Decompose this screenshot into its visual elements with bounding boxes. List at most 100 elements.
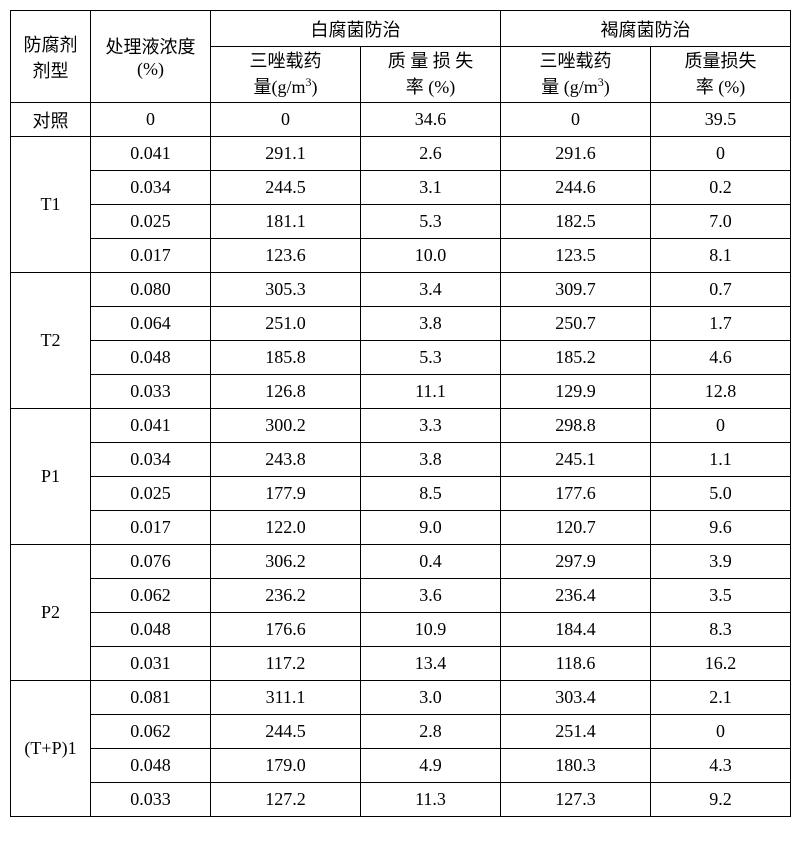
cell-w_load: 300.2 [211,409,361,443]
group-label: T2 [11,273,91,409]
table-row: 0.025177.98.5177.65.0 [11,477,791,511]
cell-b_loss: 4.6 [651,341,791,375]
cell-w_load: 179.0 [211,749,361,783]
cell-b_loss: 1.1 [651,443,791,477]
group-label: T1 [11,137,91,273]
cell-b_load: 250.7 [501,307,651,341]
cell-w_load: 185.8 [211,341,361,375]
cell-w_loss: 3.0 [361,681,501,715]
table-row: 0.048179.04.9180.34.3 [11,749,791,783]
cell-conc: 0.033 [91,783,211,817]
cell-conc: 0.034 [91,171,211,205]
group-label: (T+P)1 [11,681,91,817]
table-row: 0.034244.53.1244.60.2 [11,171,791,205]
cell-conc: 0.048 [91,613,211,647]
cell-w_loss: 8.5 [361,477,501,511]
cell-w_loss: 3.1 [361,171,501,205]
header-white-group: 白腐菌防治 [211,11,501,47]
cell-conc: 0.017 [91,511,211,545]
cell-b_load: 120.7 [501,511,651,545]
cell-b_loss: 8.3 [651,613,791,647]
cell-w_loss: 5.3 [361,205,501,239]
cell-b_loss: 0.2 [651,171,791,205]
cell-b_load: 244.6 [501,171,651,205]
cell-w_load: 305.3 [211,273,361,307]
table-row: 0.033126.811.1129.912.8 [11,375,791,409]
cell-w_load: 127.2 [211,783,361,817]
cell-w_loss: 3.3 [361,409,501,443]
table-row: 0.048176.610.9184.48.3 [11,613,791,647]
header-brown-load: 三唑载药量 (g/m3) [501,47,651,103]
cell-w_loss: 3.6 [361,579,501,613]
cell-w_loss: 3.4 [361,273,501,307]
header-white-load: 三唑载药量(g/m3) [211,47,361,103]
cell-w_load: 291.1 [211,137,361,171]
cell-w_load: 306.2 [211,545,361,579]
table-row: T20.080305.33.4309.70.7 [11,273,791,307]
cell-b_loss: 0 [651,715,791,749]
cell-b_load: 303.4 [501,681,651,715]
cell-conc: 0.076 [91,545,211,579]
table-row: 0.064251.03.8250.71.7 [11,307,791,341]
cell-b_load: 123.5 [501,239,651,273]
cell-b_loss: 3.9 [651,545,791,579]
cell-b_loss: 39.5 [651,103,791,137]
cell-w_load: 177.9 [211,477,361,511]
cell-w_load: 243.8 [211,443,361,477]
table-row: 0.025181.15.3182.57.0 [11,205,791,239]
cell-w_load: 126.8 [211,375,361,409]
cell-b_loss: 9.6 [651,511,791,545]
cell-conc: 0.017 [91,239,211,273]
cell-w_load: 244.5 [211,715,361,749]
cell-w_loss: 10.9 [361,613,501,647]
cell-conc: 0.031 [91,647,211,681]
cell-w_load: 176.6 [211,613,361,647]
cell-b_load: 185.2 [501,341,651,375]
cell-conc: 0.025 [91,205,211,239]
cell-b_load: 291.6 [501,137,651,171]
cell-b_load: 245.1 [501,443,651,477]
cell-b_loss: 7.0 [651,205,791,239]
cell-w_loss: 5.3 [361,341,501,375]
header-type: 防腐剂剂型 [11,11,91,103]
cell-w_loss: 13.4 [361,647,501,681]
cell-conc: 0.048 [91,749,211,783]
cell-w_load: 122.0 [211,511,361,545]
table-row: 0.034243.83.8245.11.1 [11,443,791,477]
header-brown-loss: 质量损失率 (%) [651,47,791,103]
cell-b_loss: 5.0 [651,477,791,511]
cell-conc: 0.034 [91,443,211,477]
cell-b_load: 309.7 [501,273,651,307]
group-label: 对照 [11,103,91,137]
cell-b_loss: 2.1 [651,681,791,715]
cell-b_load: 118.6 [501,647,651,681]
cell-b_load: 184.4 [501,613,651,647]
group-label: P2 [11,545,91,681]
table-header: 防腐剂剂型 处理液浓度(%) 白腐菌防治 褐腐菌防治 三唑载药量(g/m3) 质… [11,11,791,103]
cell-conc: 0.081 [91,681,211,715]
cell-w_loss: 11.3 [361,783,501,817]
cell-conc: 0.080 [91,273,211,307]
cell-w_loss: 2.6 [361,137,501,171]
data-table: 防腐剂剂型 处理液浓度(%) 白腐菌防治 褐腐菌防治 三唑载药量(g/m3) 质… [10,10,791,817]
header-concentration: 处理液浓度(%) [91,11,211,103]
cell-b_loss: 3.5 [651,579,791,613]
cell-w_loss: 9.0 [361,511,501,545]
cell-w_loss: 10.0 [361,239,501,273]
group-label: P1 [11,409,91,545]
cell-conc: 0.062 [91,579,211,613]
cell-w_loss: 3.8 [361,307,501,341]
cell-b_loss: 8.1 [651,239,791,273]
cell-b_load: 251.4 [501,715,651,749]
cell-b_loss: 9.2 [651,783,791,817]
table-body: 对照0034.6039.5T10.041291.12.6291.600.0342… [11,103,791,817]
cell-b_loss: 12.8 [651,375,791,409]
cell-conc: 0.033 [91,375,211,409]
cell-w_loss: 4.9 [361,749,501,783]
table-row: P20.076306.20.4297.93.9 [11,545,791,579]
cell-b_load: 297.9 [501,545,651,579]
cell-w_load: 311.1 [211,681,361,715]
cell-w_load: 0 [211,103,361,137]
cell-conc: 0.025 [91,477,211,511]
cell-conc: 0.041 [91,137,211,171]
